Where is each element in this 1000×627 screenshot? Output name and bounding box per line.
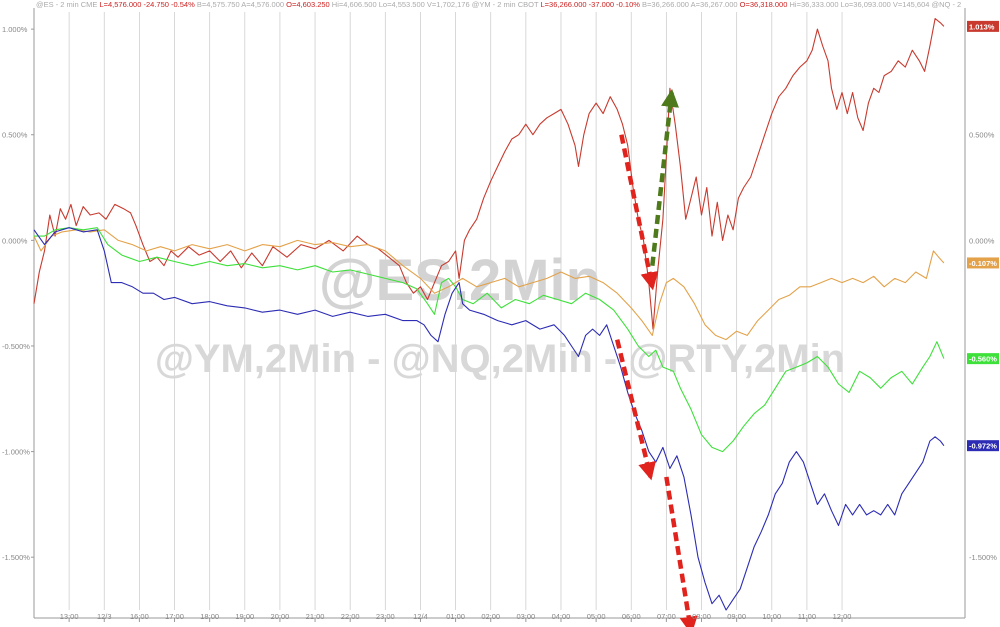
x-tick-label: 23:00 [376,612,395,621]
annotation-layer [615,88,698,627]
header-field: V=1,702,176 [425,0,470,9]
watermark: @ES,2Min @YM,2Min - @NQ,2Min - @RTY,2Min [155,248,845,381]
x-tick-label: 12/3 [97,612,112,621]
grid-layer [33,8,966,619]
header-field: @NQ - 2 [929,0,961,9]
end-value-badge [967,353,999,365]
header-field: Lo=36,093.000 [839,0,891,9]
header-field: Hi=36,333.000 [787,0,838,9]
x-tick-label: 21:00 [306,612,325,621]
header-field: -37.000 [587,0,615,9]
end-value-text: -0.107% [969,259,997,268]
header-field: V=145,604 [891,0,930,9]
x-tick-label: 13:00 [60,612,79,621]
x-tick-label: 17:00 [165,612,184,621]
x-tick-label: 12:00 [833,612,852,621]
header-field: @YM - 2 min CBOT [470,0,539,9]
x-tick-label: 11:00 [798,612,816,621]
y-tick-label-left: 0.500% [2,131,28,140]
x-tick-label: 16:00 [130,612,149,621]
header-field: B=4,575.750 [195,0,240,9]
end-value-label-blue: -0.972% [967,440,999,452]
header-field: Hi=4,606.500 [330,0,377,9]
annotation-arrow [664,476,698,627]
x-tick-label: 07:00 [657,612,676,621]
x-tick-label: 10:00 [762,612,781,621]
end-value-badge [967,257,999,269]
end-value-text: -0.560% [969,355,997,364]
header-field: -0.10% [614,0,640,9]
header-field: A=36,267.000 [689,0,738,9]
watermark-line-2: @YM,2Min - @NQ,2Min - @RTY,2Min [155,337,845,381]
series-line-red [33,18,945,330]
x-tick-label: 05:00 [587,612,606,621]
series-line-green [34,227,945,453]
x-tick-label: 08:00 [692,612,711,621]
y-tick-label-left: 0.000% [2,236,28,245]
y-tick-label-left: -0.500% [2,342,30,351]
header-field: L=4,576.000 [97,0,141,9]
end-value-badge [967,440,999,452]
series-line-orange [33,229,945,341]
x-tick-label: 09:00 [727,612,746,621]
header-field: -24.750 [141,0,169,9]
end-value-text: 1.013% [969,22,995,31]
x-tick-label: 04:00 [552,612,571,621]
end-value-text: -0.972% [969,442,997,451]
y-tick-label-left: -1.000% [2,448,30,457]
header-field: A=4,576.000 [240,0,284,9]
x-tick-label: 02:00 [481,612,500,621]
x-tick-label: 22:00 [341,612,360,621]
x-tick-label: 12/4 [413,612,428,621]
annotation-arrow [615,339,656,481]
header-field: @ES - 2 min CME [36,0,97,9]
x-tick-label: 03:00 [516,612,535,621]
axis-layer: 1.000% 0.500% 0.500% 0.000% 0.000% -0.500% -1.… [2,20,999,622]
end-value-label-green: -0.560% [967,353,999,365]
y-tick-label-left: -1.500% [2,553,30,562]
header-field: B=36,266.000 [640,0,689,9]
header-field: O=4,603.250 [284,0,330,9]
quote-header: @ES - 2 min CME L=4,576.000 -24.750 -0.5… [36,0,961,9]
header-field: Lo=4,553.500 [377,0,425,9]
x-tick-label: 19:00 [235,612,254,621]
series-layer [33,18,945,611]
end-value-badge [967,20,999,32]
header-field: O=36,318.000 [738,0,788,9]
annotation-arrow [650,88,679,266]
y-tick-label-right: 0.000% [969,236,995,245]
y-tick-label-right: 0.500% [969,131,995,140]
annotation-arrow [619,134,659,291]
x-tick-label: 06:00 [622,612,641,621]
y-tick-label-right: -1.500% [969,553,997,562]
y-tick-label-left: 1.000% [2,25,28,34]
header-field: -0.54% [169,0,195,9]
x-tick-label: 18:00 [200,612,219,621]
series-line-blue [33,227,945,611]
end-value-label-red: 1.013% [967,20,999,32]
header-field: L=36,266.000 [538,0,586,9]
end-value-label-orange: -0.107% [967,257,999,269]
x-tick-label: 20:00 [271,612,290,621]
x-tick-label: 01:00 [446,612,465,621]
